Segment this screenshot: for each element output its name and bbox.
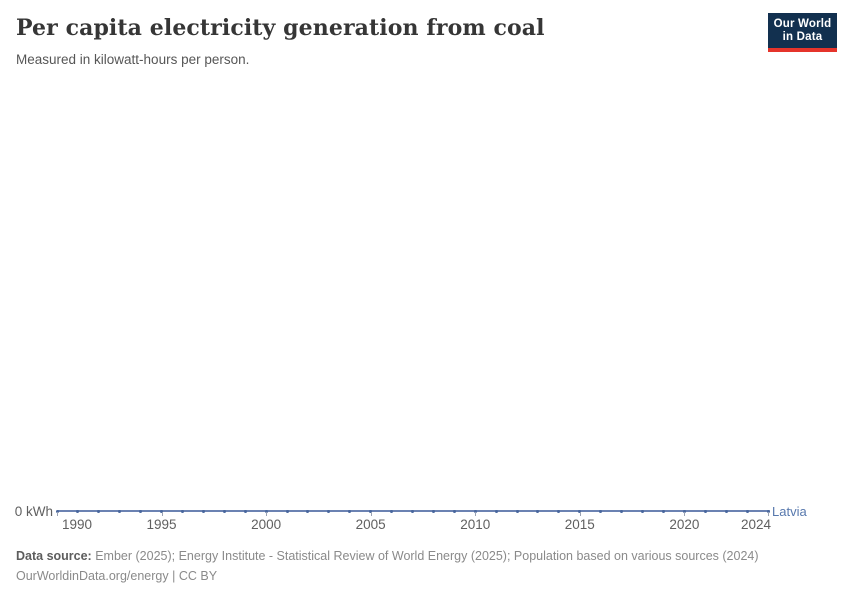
data-point-marker-2020[interactable]: [682, 509, 686, 513]
data-point-marker-2000[interactable]: [264, 509, 268, 513]
license-line: OurWorldinData.org/energy | CC BY: [16, 568, 816, 584]
data-point-marker-2016[interactable]: [599, 509, 603, 513]
data-point-marker-2010[interactable]: [473, 509, 477, 513]
data-point-marker-1992[interactable]: [97, 509, 101, 513]
x-axis-label-2015: 2015: [564, 517, 595, 532]
owid-link[interactable]: OurWorldinData.org/energy: [16, 569, 169, 583]
entity-label-latvia[interactable]: Latvia: [772, 504, 807, 519]
x-axis-tick-2024: [768, 512, 769, 516]
data-point-marker-2018[interactable]: [641, 509, 645, 513]
data-point-marker-1990[interactable]: [55, 509, 59, 513]
x-axis-label-2020: 2020: [669, 517, 700, 532]
data-point-marker-2008[interactable]: [431, 509, 435, 513]
footer-separator: |: [172, 569, 176, 583]
data-point-marker-2009[interactable]: [452, 509, 456, 513]
x-axis-label-1995: 1995: [146, 517, 177, 532]
x-axis-tick-2020: [684, 512, 686, 516]
data-point-marker-2011[interactable]: [494, 509, 498, 513]
data-point-marker-2013[interactable]: [536, 509, 540, 513]
data-point-marker-2019[interactable]: [661, 509, 665, 513]
owid-logo-text-line1: Our World: [773, 17, 832, 30]
data-point-marker-2007[interactable]: [411, 509, 414, 513]
x-axis-tick-1990: [57, 512, 58, 516]
data-point-marker-2001[interactable]: [285, 509, 289, 513]
x-axis-label-2005: 2005: [355, 517, 386, 532]
chart-subtitle: Measured in kilowatt-hours per person.: [16, 52, 250, 67]
y-axis-zero-label: 0 kWh: [14, 504, 53, 519]
x-axis-tick-2015: [579, 512, 581, 516]
data-point-marker-2024[interactable]: [766, 509, 770, 513]
data-point-marker-2012[interactable]: [515, 509, 519, 513]
data-point-marker-2014[interactable]: [557, 509, 561, 513]
data-point-marker-1993[interactable]: [118, 509, 122, 513]
owid-logo-text-line2: in Data: [782, 30, 823, 43]
data-point-marker-2022[interactable]: [724, 509, 728, 513]
x-axis-label-1990: 1990: [61, 517, 93, 532]
data-point-marker-2017[interactable]: [620, 509, 624, 513]
x-axis-tick-2000: [266, 512, 268, 516]
data-point-marker-1997[interactable]: [201, 509, 205, 513]
data-point-marker-1999[interactable]: [243, 509, 247, 513]
data-point-marker-2005[interactable]: [369, 509, 373, 513]
x-axis-tick-1995: [161, 512, 163, 516]
chart-footer: Data source: Ember (2025); Energy Instit…: [16, 548, 816, 584]
data-point-marker-2021[interactable]: [703, 509, 707, 513]
data-point-marker-2015[interactable]: [578, 509, 582, 513]
license-label[interactable]: CC BY: [178, 569, 218, 583]
x-axis-tick-2010: [475, 512, 477, 516]
data-source-label: Data source:: [16, 549, 92, 563]
data-point-marker-2023[interactable]: [745, 509, 749, 513]
chart-title: Per capita electricity generation from c…: [16, 15, 545, 41]
data-source-text: Ember (2025); Energy Institute - Statist…: [95, 549, 759, 563]
data-point-marker-2004[interactable]: [348, 509, 352, 513]
data-point-marker-2006[interactable]: [390, 509, 394, 513]
x-axis-label-2024: 2024: [740, 517, 772, 532]
x-axis-label-2000: 2000: [251, 517, 282, 532]
data-point-marker-1996[interactable]: [180, 509, 184, 513]
data-point-marker-1998[interactable]: [222, 509, 226, 513]
data-point-marker-1991[interactable]: [76, 509, 80, 513]
data-point-marker-2003[interactable]: [327, 509, 331, 513]
data-point-marker-1994[interactable]: [139, 509, 143, 513]
data-point-marker-2002[interactable]: [306, 509, 310, 513]
data-point-marker-1995[interactable]: [160, 509, 164, 513]
data-source-line: Data source: Ember (2025); Energy Instit…: [16, 548, 816, 564]
x-axis-label-2010: 2010: [460, 517, 491, 532]
x-axis-tick-2005: [370, 512, 372, 516]
owid-logo[interactable]: Our World in Data: [768, 13, 837, 52]
